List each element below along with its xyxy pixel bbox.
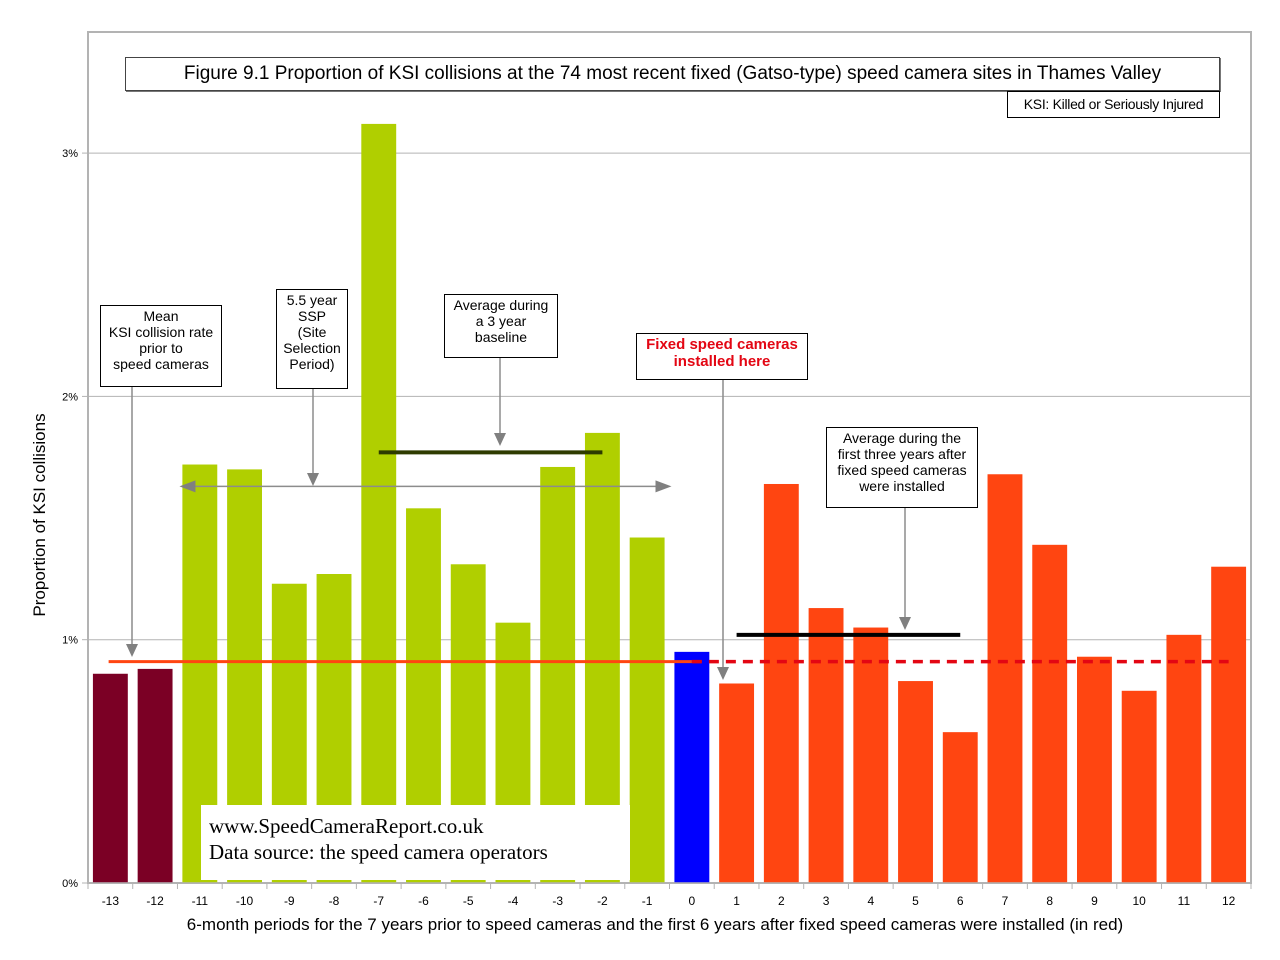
source-note: Data source: the speed camera operators bbox=[209, 840, 548, 864]
x-tick-label: -11 bbox=[192, 894, 209, 908]
x-tick-labels: -13 -12 -11 -10 -9 -8 -7 -6 -5 -4 -3 -2 -1 0 1 2 3 4 5 6 7 8 9… bbox=[102, 894, 1236, 908]
annotation-arrows bbox=[126, 358, 911, 680]
bar bbox=[808, 608, 844, 883]
x-tick-label: 1 bbox=[733, 894, 740, 908]
x-tick-label: 7 bbox=[1002, 894, 1009, 908]
x-tick-label: -3 bbox=[552, 894, 563, 908]
annotation-line: were installed bbox=[859, 478, 945, 495]
plot-frame bbox=[87, 31, 1252, 884]
annotation-line: Selection bbox=[283, 340, 341, 357]
x-tick-label: -5 bbox=[463, 894, 474, 908]
x-tick-label: -8 bbox=[329, 894, 340, 908]
axes bbox=[87, 882, 1252, 889]
source-box: www.SpeedCameraReport.co.uk Data source:… bbox=[201, 805, 630, 880]
bar bbox=[1166, 634, 1202, 883]
annotation-line: SSP bbox=[297, 308, 326, 325]
installed-arrow-head bbox=[717, 667, 729, 680]
x-tick-label: 4 bbox=[867, 894, 874, 908]
bar bbox=[942, 732, 978, 883]
annotation-mean-rate: Mean KSI collision rate prior to speed c… bbox=[100, 305, 222, 387]
y-tick-label: 0% bbox=[62, 878, 78, 890]
x-tick-label: 5 bbox=[912, 894, 919, 908]
x-tick-label: 11 bbox=[1178, 894, 1191, 908]
x-tick-label: 9 bbox=[1091, 894, 1098, 908]
annotation-line: Average during bbox=[453, 297, 549, 313]
annotation-line: 5.5 year bbox=[286, 292, 338, 308]
bar bbox=[92, 673, 128, 883]
x-tick-label: -1 bbox=[642, 894, 653, 908]
annotation-line: fixed speed cameras bbox=[837, 462, 967, 479]
source-url: www.SpeedCameraReport.co.uk bbox=[209, 814, 484, 838]
bar bbox=[1211, 566, 1247, 883]
bar bbox=[898, 681, 933, 883]
bar bbox=[674, 651, 710, 883]
x-tick-label: -12 bbox=[146, 894, 164, 908]
x-tick-label: 8 bbox=[1046, 894, 1053, 908]
x-tick-label: 2 bbox=[778, 894, 785, 908]
y-axis-label: Proportion of KSI collisions bbox=[30, 413, 49, 617]
annotation-line: baseline bbox=[474, 329, 528, 346]
annotation-line: Average during the bbox=[842, 430, 962, 446]
ssp-span-left-head bbox=[179, 480, 196, 493]
x-tick-label: -10 bbox=[236, 894, 254, 908]
chart-title: Figure 9.1 Proportion of KSI collisions … bbox=[125, 57, 1220, 91]
bar bbox=[763, 483, 799, 883]
bar bbox=[1121, 690, 1157, 883]
annotation-line: installed here bbox=[673, 353, 771, 371]
x-tick-label: 6 bbox=[957, 894, 964, 908]
annotation-line: first three years after bbox=[837, 446, 967, 463]
annotation-after-average: Average during the first three years aft… bbox=[826, 427, 978, 508]
bar bbox=[987, 474, 1023, 883]
mean-arrow-head bbox=[126, 644, 138, 657]
x-tick-label: -4 bbox=[508, 894, 519, 908]
x-tick-label: -2 bbox=[597, 894, 608, 908]
baseline-arrow-head bbox=[494, 433, 506, 446]
bar bbox=[137, 668, 173, 883]
annotation-line: prior to bbox=[139, 340, 183, 357]
x-tick-label: -9 bbox=[284, 894, 295, 908]
bar bbox=[719, 683, 755, 883]
annotation-line: KSI collision rate bbox=[108, 324, 214, 341]
y-tick-label: 2% bbox=[62, 391, 78, 403]
bar bbox=[361, 123, 397, 884]
annotation-line: Mean bbox=[143, 308, 179, 324]
x-axis-label: 6-month periods for the 7 years prior to… bbox=[186, 915, 1124, 934]
x-tick-label: 10 bbox=[1132, 894, 1146, 908]
x-tick-label: 12 bbox=[1222, 894, 1236, 908]
bar bbox=[629, 537, 665, 883]
annotation-ssp: 5.5 year SSP (Site Selection Period) bbox=[276, 289, 348, 389]
ssp-arrow-head bbox=[307, 473, 319, 486]
chart-subtitle: KSI: Killed or Seriously Injured bbox=[1007, 91, 1220, 118]
annotation-baseline: Average during a 3 year baseline bbox=[444, 294, 558, 358]
x-tick-label: -6 bbox=[418, 894, 429, 908]
bar bbox=[1032, 544, 1068, 883]
after-arrow-head bbox=[899, 617, 911, 630]
annotation-line: Period) bbox=[289, 356, 335, 373]
x-tick-label: 0 bbox=[689, 894, 696, 908]
ssp-span-right-head bbox=[655, 480, 672, 493]
x-tick-label: 3 bbox=[823, 894, 830, 908]
annotation-line: Fixed speed cameras bbox=[646, 336, 798, 353]
y-tick-label: 1% bbox=[62, 635, 78, 647]
y-tick-label: 3% bbox=[62, 148, 78, 160]
x-tick-label: -7 bbox=[373, 894, 384, 908]
annotation-cameras-installed: Fixed speed cameras installed here bbox=[636, 333, 808, 380]
bar bbox=[853, 627, 889, 883]
bar bbox=[1076, 656, 1112, 883]
annotation-line: (Site bbox=[297, 324, 327, 341]
annotation-line: a 3 year bbox=[475, 313, 527, 330]
x-tick-label: -13 bbox=[102, 894, 120, 908]
y-tick-labels: 0% 1% 2% 3% bbox=[62, 148, 78, 890]
reference-lines bbox=[108, 450, 1229, 664]
annotation-line: speed cameras bbox=[113, 356, 209, 373]
